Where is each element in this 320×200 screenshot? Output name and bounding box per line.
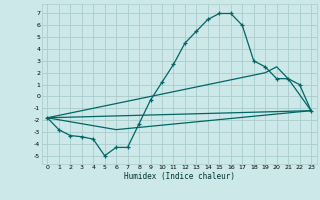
X-axis label: Humidex (Indice chaleur): Humidex (Indice chaleur) bbox=[124, 172, 235, 181]
